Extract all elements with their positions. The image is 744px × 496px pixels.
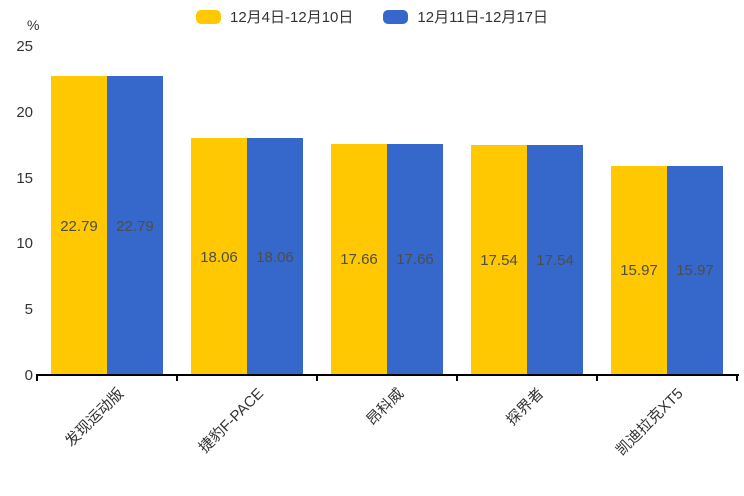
y-tick-label: 20 xyxy=(16,103,33,121)
x-tick-mark xyxy=(176,376,178,381)
bar: 17.66 xyxy=(331,143,387,376)
bar-value-label: 17.66 xyxy=(396,251,434,269)
x-tick-mark xyxy=(316,376,318,381)
bar: 15.97 xyxy=(667,165,723,376)
legend-item-week1[interactable]: 12月4日-12月10日 xyxy=(195,6,354,27)
x-tick-mark xyxy=(456,376,458,381)
chart-legend: 12月4日-12月10日 12月11日-12月17日 xyxy=(0,6,744,27)
y-axis-unit-label: % xyxy=(27,17,40,33)
x-category-label: 发现运动版 xyxy=(62,385,128,451)
bar: 15.97 xyxy=(611,165,667,376)
bar-value-label: 15.97 xyxy=(676,262,714,280)
x-category-label: 捷豹F-PACE xyxy=(195,385,268,457)
bar: 17.54 xyxy=(471,145,527,376)
bar-value-label: 17.66 xyxy=(340,251,378,269)
x-category-label: 凯迪拉克XT5 xyxy=(613,385,688,460)
bar-value-label: 15.97 xyxy=(620,262,658,280)
y-tick-label: 10 xyxy=(16,235,33,253)
bar: 22.79 xyxy=(107,76,163,376)
bar-value-label: 22.79 xyxy=(116,217,154,235)
bar: 18.06 xyxy=(191,138,247,376)
series2-legend-label: 12月11日-12月17日 xyxy=(417,9,549,26)
series2-color-swatch xyxy=(383,9,409,24)
y-tick-label: 5 xyxy=(24,301,33,319)
x-tick-mark xyxy=(736,376,738,381)
x-axis-line xyxy=(36,374,739,376)
series1-color-swatch xyxy=(195,9,221,24)
bar-value-label: 17.54 xyxy=(480,252,518,270)
x-category-label: 探界者 xyxy=(503,385,548,429)
bar: 18.06 xyxy=(247,138,303,376)
y-tick-label: 25 xyxy=(16,38,33,55)
y-tick-label: 15 xyxy=(16,169,33,187)
bar: 22.79 xyxy=(51,76,107,376)
bar-value-label: 22.79 xyxy=(60,217,98,235)
bar-value-label: 18.06 xyxy=(256,248,294,266)
y-tick-label: 0 xyxy=(24,367,33,384)
legend-item-week2[interactable]: 12月11日-12月17日 xyxy=(383,6,548,27)
bar: 17.66 xyxy=(387,143,443,376)
bar-value-label: 17.54 xyxy=(536,252,574,270)
x-category-label: 昂科威 xyxy=(363,385,408,429)
x-tick-mark xyxy=(596,376,598,381)
bar: 17.54 xyxy=(527,145,583,376)
x-tick-mark xyxy=(36,376,38,381)
series1-legend-label: 12月4日-12月10日 xyxy=(229,9,354,26)
bar-value-label: 18.06 xyxy=(200,248,238,266)
